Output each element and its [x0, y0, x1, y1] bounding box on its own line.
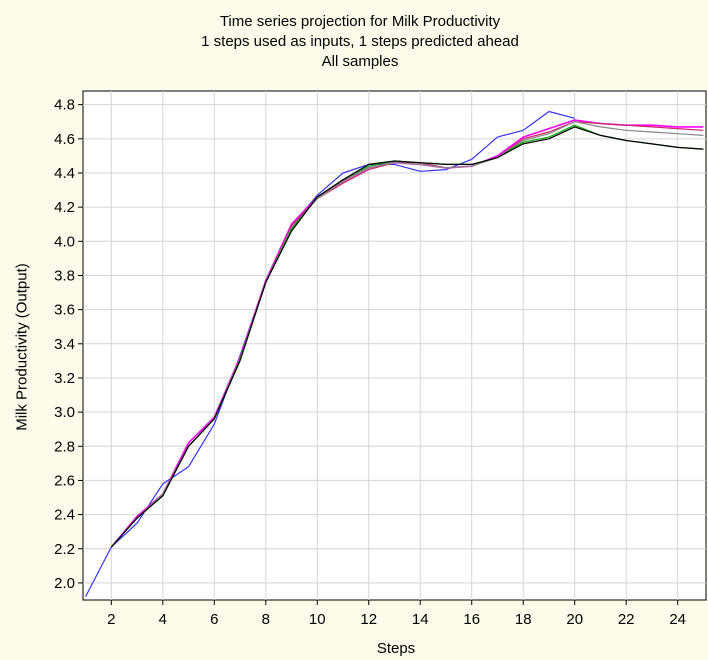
- x-tick-label: 22: [618, 611, 635, 628]
- x-tick-label: 16: [463, 611, 480, 628]
- chart-title-block: Time series projection for Milk Producti…: [170, 12, 550, 72]
- plot-area: [82, 90, 707, 601]
- x-tick-label: 24: [669, 611, 686, 628]
- y-tick-label: 3.2: [54, 370, 75, 387]
- y-tick-label: 2.6: [54, 472, 75, 489]
- y-tick-label: 4.6: [54, 131, 75, 148]
- y-tick-label: 2.8: [54, 438, 75, 455]
- y-tick-label: 4.2: [54, 199, 75, 216]
- x-tick-label: 14: [412, 611, 429, 628]
- x-axis-label: Steps: [376, 640, 416, 657]
- y-tick-label: 3.4: [54, 336, 75, 353]
- y-tick-label: 4.4: [54, 165, 75, 182]
- chart-subtitle-2: All samples: [321, 53, 399, 70]
- x-tick-label: 18: [515, 611, 532, 628]
- y-tick-label: 3.8: [54, 267, 75, 284]
- axes: 2.0 2.2 2.4 2.6 2.8 3.0 3.2 3.4 3.6 3.8 4.0 4.2 4.4 4…: [54, 97, 686, 628]
- chart-subtitle-1: 1 steps used as inputs, 1 steps predicte…: [201, 33, 519, 50]
- y-tick-label: 3.6: [54, 302, 75, 319]
- x-tick-label: 20: [566, 611, 583, 628]
- x-tick-label: 10: [309, 611, 326, 628]
- y-tick-label: 2.4: [54, 507, 75, 524]
- y-tick-label: 4.8: [54, 97, 75, 114]
- grid-lines: [83, 91, 706, 600]
- y-tick-label: 2.0: [54, 575, 75, 592]
- y-axis-label: Milk Productivity (Output): [13, 263, 31, 431]
- series-line-1: [85, 110, 575, 597]
- x-tick-label: 2: [107, 611, 115, 628]
- y-tick-label: 4.0: [54, 233, 75, 250]
- series-line-6: [110, 126, 704, 548]
- x-tick-label: 8: [262, 611, 270, 628]
- x-tick-label: 4: [159, 611, 167, 628]
- x-tick-label: 6: [210, 611, 218, 628]
- y-tick-label: 3.0: [54, 404, 75, 421]
- series-lines: [85, 110, 704, 597]
- x-tick-label: 12: [360, 611, 377, 628]
- y-tick-label: 2.2: [54, 541, 75, 558]
- chart-title: Time series projection for Milk Producti…: [219, 13, 501, 30]
